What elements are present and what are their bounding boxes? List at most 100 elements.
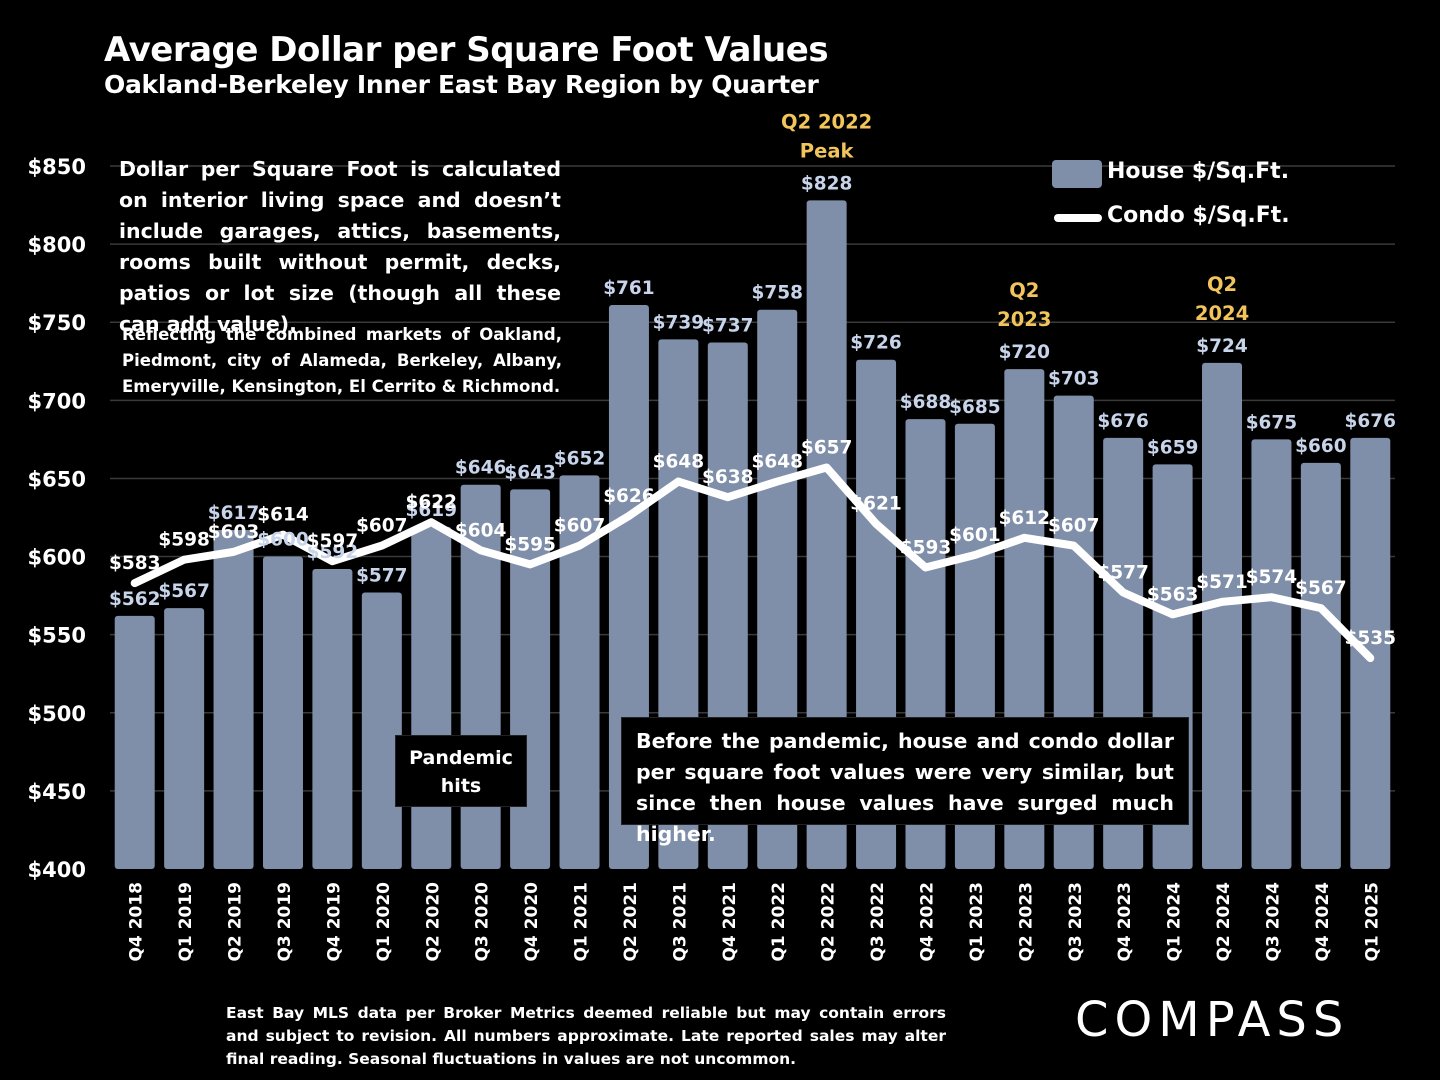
- period-annotation: Q2: [1009, 279, 1039, 302]
- condo-value-label: $595: [504, 534, 556, 555]
- y-tick-label: $800: [28, 233, 86, 257]
- house-value-label: $652: [554, 448, 606, 469]
- source-footnote: East Bay MLS data per Broker Metrics dee…: [226, 1004, 946, 1068]
- x-category-label: Q3 2022: [868, 882, 888, 962]
- house-value-label: $720: [999, 342, 1051, 363]
- house-bar: [213, 529, 254, 869]
- x-category-label: Q2 2024: [1214, 882, 1234, 962]
- condo-value-label: $622: [406, 492, 458, 513]
- condo-value-label: $638: [702, 467, 754, 488]
- y-tick-label: $500: [28, 702, 86, 726]
- house-value-label: $617: [208, 503, 260, 524]
- y-tick-label: $600: [28, 546, 86, 570]
- condo-value-label: $597: [307, 531, 359, 552]
- condo-value-label: $648: [653, 452, 705, 473]
- x-category-label: Q4 2023: [1115, 882, 1135, 962]
- house-value-label: $660: [1295, 436, 1347, 457]
- house-bar: [1251, 439, 1292, 869]
- period-annotation: Q2: [1207, 273, 1237, 296]
- house-value-label: $619: [406, 500, 458, 521]
- period-annotation: Peak: [800, 139, 855, 162]
- markets-note: Reflecting the combined markets of Oakla…: [122, 325, 562, 396]
- house-value-label: $703: [1048, 369, 1100, 390]
- house-bar: [262, 556, 303, 869]
- house-value-label: $567: [158, 581, 210, 602]
- comparison-callout: Before the pandemic, house and condo dol…: [621, 717, 1189, 846]
- x-category-label: Q1 2019: [176, 882, 196, 962]
- house-bar: [411, 526, 452, 869]
- house-value-label: $688: [900, 392, 952, 413]
- x-category-label: Q3 2019: [275, 882, 295, 962]
- chart-title: Average Dollar per Square Foot Values: [104, 30, 829, 70]
- house-bar: [361, 592, 402, 869]
- house-value-label: $562: [109, 589, 161, 610]
- house-bar: [1300, 462, 1341, 869]
- condo-value-label: $607: [356, 516, 408, 537]
- house-bar: [1202, 362, 1243, 869]
- house-value-label: $761: [603, 278, 655, 299]
- legend-house-swatch: [1052, 160, 1102, 188]
- house-bar: [806, 200, 847, 869]
- x-category-label: Q2 2023: [1016, 882, 1036, 962]
- y-tick-label: $550: [28, 624, 86, 648]
- house-value-label: $600: [257, 530, 309, 551]
- x-category-label: Q4 2020: [522, 882, 542, 962]
- pandemic-callout: Pandemic hits: [395, 735, 527, 807]
- house-value-label: $643: [504, 462, 556, 483]
- house-value-label: $676: [1097, 411, 1149, 432]
- legend-house-label: House $/Sq.Ft.: [1107, 159, 1290, 184]
- house-value-label: $737: [702, 316, 754, 337]
- condo-value-label: $626: [603, 486, 655, 507]
- x-category-label: Q1 2023: [967, 882, 987, 962]
- x-category-label: Q2 2022: [819, 882, 839, 962]
- legend-condo-swatch: [1054, 214, 1102, 222]
- house-value-label: $758: [751, 283, 803, 304]
- chart-subtitle: Oakland-Berkeley Inner East Bay Region b…: [104, 70, 819, 99]
- condo-value-label: $601: [949, 525, 1001, 546]
- condo-value-label: $612: [999, 508, 1051, 529]
- house-value-label: $675: [1246, 412, 1298, 433]
- y-tick-label: $750: [28, 311, 86, 335]
- y-tick-label: $400: [28, 858, 86, 882]
- house-value-label: $726: [850, 333, 902, 354]
- y-tick-label: $850: [28, 155, 86, 179]
- y-tick-label: $450: [28, 780, 86, 804]
- condo-value-label: $621: [850, 494, 902, 515]
- house-bar: [114, 615, 155, 869]
- y-tick-label: $650: [28, 467, 86, 491]
- y-tick-label: $700: [28, 389, 86, 413]
- x-category-label: Q3 2023: [1066, 882, 1086, 962]
- x-category-label: Q4 2024: [1313, 882, 1333, 962]
- condo-value-label: $648: [751, 452, 803, 473]
- x-category-label: Q1 2024: [1165, 882, 1185, 962]
- x-category-label: Q4 2018: [127, 882, 147, 962]
- x-category-label: Q3 2021: [670, 882, 690, 962]
- x-category-label: Q4 2021: [720, 882, 740, 962]
- condo-value-label: $563: [1147, 584, 1199, 605]
- x-category-label: Q4 2019: [324, 882, 344, 962]
- condo-value-label: $535: [1345, 628, 1397, 649]
- condo-value-label: $574: [1246, 567, 1298, 588]
- house-value-label: $676: [1345, 411, 1397, 432]
- condo-value-label: $593: [900, 537, 952, 558]
- x-category-label: Q1 2020: [374, 882, 394, 962]
- house-value-label: $724: [1196, 336, 1248, 357]
- x-category-label: Q2 2019: [226, 882, 246, 962]
- house-value-label: $592: [307, 542, 359, 563]
- condo-value-label: $604: [455, 520, 507, 541]
- condo-line: [130, 463, 1375, 663]
- definition-note: Dollar per Square Foot is calculated on …: [119, 157, 561, 336]
- x-category-label: Q4 2022: [917, 882, 937, 962]
- house-bar: [312, 569, 353, 869]
- x-category-label: Q2 2021: [621, 882, 641, 962]
- period-annotation: Q2 2022: [781, 110, 872, 133]
- x-category-label: Q1 2021: [572, 882, 592, 962]
- condo-value-label: $607: [554, 516, 606, 537]
- period-annotation: 2024: [1195, 302, 1249, 325]
- condo-value-label: $577: [1097, 562, 1149, 583]
- x-category-label: Q2 2020: [423, 882, 443, 962]
- x-category-label: Q1 2025: [1362, 882, 1382, 962]
- condo-value-label: $567: [1295, 578, 1347, 599]
- x-category-label: Q3 2024: [1263, 882, 1283, 962]
- house-value-label: $739: [653, 312, 705, 333]
